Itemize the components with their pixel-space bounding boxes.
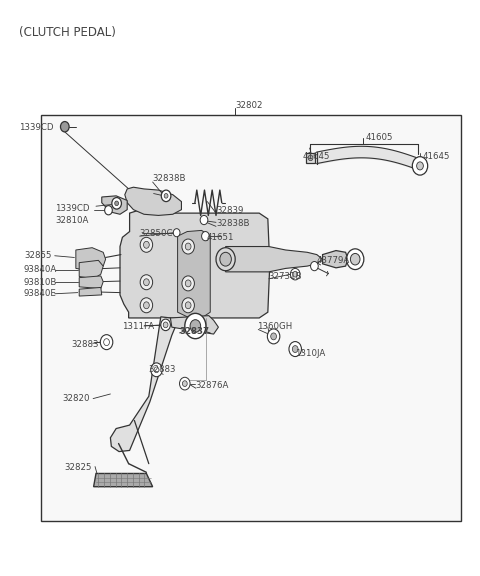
Text: 93810B: 93810B [24,278,58,287]
Circle shape [185,280,191,287]
Text: (CLUTCH PEDAL): (CLUTCH PEDAL) [19,26,116,39]
Circle shape [289,342,301,357]
Circle shape [412,157,428,175]
Circle shape [161,190,171,202]
Polygon shape [178,230,210,318]
Bar [306,153,315,163]
Circle shape [112,198,121,209]
Text: 41651: 41651 [206,233,234,242]
Circle shape [60,122,69,132]
Text: 41605: 41605 [366,132,393,142]
Text: 41645: 41645 [422,152,450,161]
Text: 32820: 32820 [62,394,90,403]
Circle shape [417,162,423,170]
Text: 32876A: 32876A [196,381,229,391]
Circle shape [190,320,201,332]
Circle shape [216,248,235,271]
Circle shape [185,243,191,250]
Circle shape [182,381,187,386]
Circle shape [144,302,149,309]
Text: 32838B: 32838B [153,174,186,183]
Polygon shape [76,248,106,271]
Text: 32810A: 32810A [55,215,89,225]
Circle shape [350,253,360,265]
Polygon shape [170,316,218,334]
Circle shape [182,276,194,291]
Text: 1339CD: 1339CD [19,123,54,132]
Text: 32825: 32825 [64,463,92,472]
Circle shape [173,229,180,237]
Circle shape [140,275,153,290]
Text: 32850C: 32850C [139,229,173,238]
Text: 93840A: 93840A [24,265,57,274]
Circle shape [151,363,162,377]
Circle shape [200,215,208,225]
Circle shape [220,252,231,266]
Circle shape [311,262,318,271]
Circle shape [180,377,190,390]
Polygon shape [102,196,127,214]
Text: 32802: 32802 [235,101,263,111]
Circle shape [185,302,191,309]
Circle shape [347,249,364,270]
Polygon shape [79,276,103,289]
Circle shape [293,271,298,277]
Circle shape [140,237,153,252]
Text: 1311FA: 1311FA [122,321,155,331]
Circle shape [163,322,168,328]
Polygon shape [125,187,181,215]
Text: 32883: 32883 [149,365,176,374]
Text: 32731B: 32731B [269,272,302,281]
Circle shape [290,268,300,280]
Text: 1310JA: 1310JA [295,349,325,358]
Polygon shape [110,317,175,452]
Polygon shape [226,247,323,272]
Polygon shape [79,260,103,279]
Circle shape [140,298,153,313]
Circle shape [182,239,194,254]
Circle shape [308,155,313,161]
Bar [41,115,461,521]
Circle shape [144,279,149,286]
Circle shape [100,335,113,350]
Polygon shape [120,211,270,318]
Circle shape [271,333,276,340]
Circle shape [292,346,298,353]
Circle shape [185,313,206,339]
Circle shape [161,319,170,331]
Circle shape [115,201,119,206]
Text: 32837: 32837 [180,327,210,336]
Text: 32855: 32855 [24,251,51,260]
Circle shape [105,206,112,215]
Text: 41645: 41645 [302,152,330,161]
Circle shape [267,329,280,344]
Circle shape [182,298,194,313]
Text: 32838B: 32838B [216,219,250,228]
Polygon shape [79,287,102,296]
Polygon shape [94,473,153,487]
Circle shape [202,232,209,241]
Text: 32839: 32839 [216,206,243,215]
Text: 1360GH: 1360GH [257,321,292,331]
Text: 32883: 32883 [71,340,98,349]
Polygon shape [323,251,348,268]
Text: 93840E: 93840E [24,289,57,298]
Circle shape [164,194,168,198]
Text: 1339CD: 1339CD [55,204,90,213]
Circle shape [144,241,149,248]
Text: 43779A: 43779A [317,256,350,265]
